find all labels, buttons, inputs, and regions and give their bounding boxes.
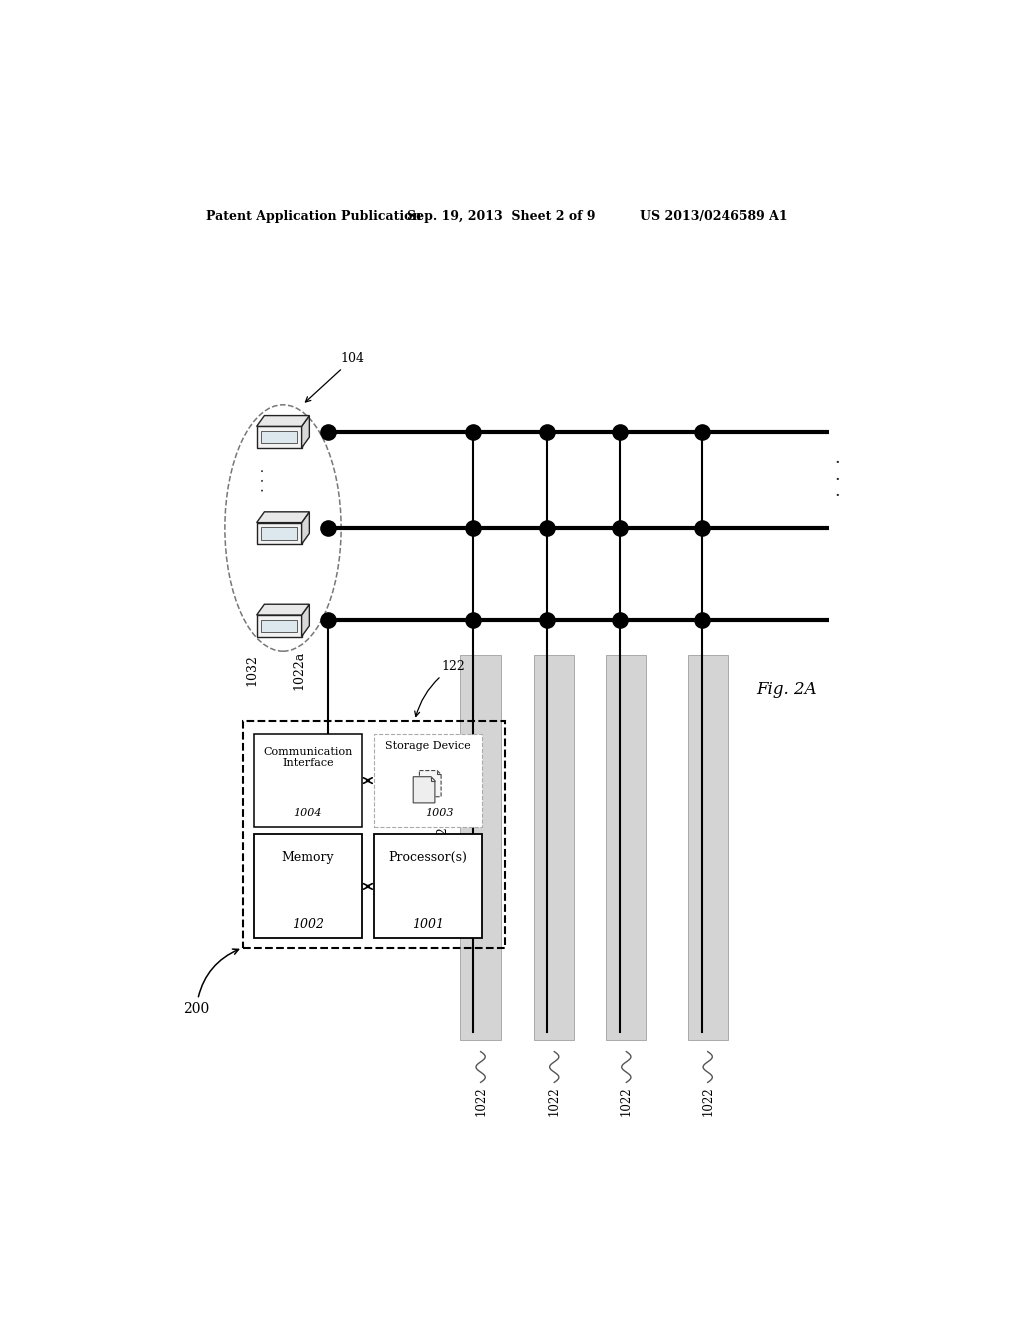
Point — [612, 421, 629, 442]
FancyBboxPatch shape — [687, 655, 728, 1040]
Polygon shape — [257, 426, 302, 447]
Text: 1022: 1022 — [474, 1086, 487, 1115]
Text: Memory: Memory — [282, 851, 334, 865]
Polygon shape — [420, 771, 441, 797]
FancyBboxPatch shape — [535, 655, 574, 1040]
Text: 1002: 1002 — [292, 917, 324, 931]
Polygon shape — [257, 615, 302, 636]
Text: Patent Application Publication: Patent Application Publication — [206, 210, 421, 223]
Polygon shape — [261, 527, 297, 540]
Text: 1004: 1004 — [294, 808, 323, 818]
Polygon shape — [257, 605, 309, 615]
Point — [539, 610, 555, 631]
Text: 1022: 1022 — [548, 1086, 561, 1115]
Polygon shape — [261, 619, 297, 632]
Point — [319, 517, 336, 539]
Text: Fig. 2A: Fig. 2A — [757, 681, 817, 698]
Text: 1022a: 1022a — [292, 651, 305, 689]
FancyBboxPatch shape — [254, 734, 362, 826]
Polygon shape — [261, 430, 297, 444]
FancyBboxPatch shape — [374, 834, 482, 939]
Point — [319, 421, 336, 442]
Point — [539, 517, 555, 539]
Point — [539, 421, 555, 442]
Text: 122: 122 — [415, 660, 465, 717]
FancyBboxPatch shape — [374, 734, 482, 826]
FancyBboxPatch shape — [461, 655, 501, 1040]
Text: 200: 200 — [183, 949, 239, 1016]
Polygon shape — [257, 523, 302, 544]
Point — [612, 517, 629, 539]
Text: 1003: 1003 — [425, 808, 454, 818]
Point — [465, 610, 481, 631]
Text: Sep. 19, 2013  Sheet 2 of 9: Sep. 19, 2013 Sheet 2 of 9 — [407, 210, 596, 223]
Text: 1032: 1032 — [246, 655, 258, 686]
Text: US 2013/0246589 A1: US 2013/0246589 A1 — [640, 210, 787, 223]
Point — [693, 421, 710, 442]
Point — [612, 610, 629, 631]
Polygon shape — [414, 776, 435, 803]
Point — [465, 421, 481, 442]
Point — [319, 610, 336, 631]
Text: Storage Device: Storage Device — [385, 741, 471, 751]
Text: 1012: 1012 — [435, 826, 449, 855]
Polygon shape — [302, 416, 309, 447]
FancyBboxPatch shape — [606, 655, 646, 1040]
Text: 1022: 1022 — [620, 1086, 633, 1115]
Polygon shape — [302, 512, 309, 544]
Polygon shape — [257, 512, 309, 523]
Text: Processor(s): Processor(s) — [388, 851, 467, 865]
Text: · · ·: · · · — [257, 467, 270, 492]
Point — [693, 610, 710, 631]
Point — [693, 517, 710, 539]
Text: ·
·
·: · · · — [835, 454, 840, 506]
Polygon shape — [257, 416, 309, 426]
FancyBboxPatch shape — [254, 834, 362, 939]
Polygon shape — [302, 605, 309, 636]
Text: 1001: 1001 — [412, 917, 444, 931]
Text: 1022: 1022 — [701, 1086, 714, 1115]
Point — [465, 517, 481, 539]
Text: 104: 104 — [305, 352, 365, 403]
Text: Communication
Interface: Communication Interface — [263, 747, 352, 768]
